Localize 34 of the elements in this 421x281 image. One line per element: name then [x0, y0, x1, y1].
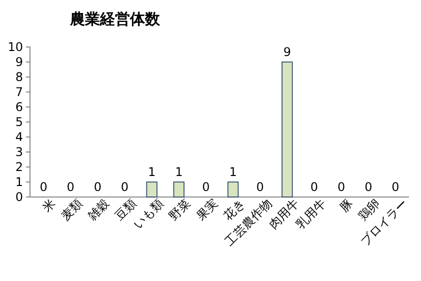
x-tick-label: 野菜: [166, 196, 194, 224]
y-tick-label: 9: [15, 54, 23, 69]
y-tick-label: 7: [15, 84, 23, 99]
y-tick-label: 1: [15, 174, 23, 189]
y-tick-label: 10: [8, 40, 23, 54]
data-label: 0: [310, 180, 318, 194]
y-tick-label: 3: [15, 144, 23, 159]
data-label: 0: [120, 180, 129, 194]
x-tick-label: 雑穀: [85, 196, 112, 224]
y-tick-label: 6: [15, 100, 23, 114]
data-label: 1: [148, 165, 156, 179]
data-label: 0: [364, 180, 372, 194]
x-tick-label: 果実: [194, 196, 220, 224]
data-label: 9: [283, 45, 291, 59]
data-label: 0: [256, 180, 264, 194]
data-label: 1: [175, 165, 183, 179]
data-label: 0: [40, 180, 48, 194]
y-tick-label: 2: [15, 160, 23, 174]
x-tick-label: 麦類: [58, 196, 86, 224]
y-tick-label: 5: [15, 114, 23, 129]
x-tick-label: 鶏卵: [356, 196, 383, 224]
y-tick-label: 8: [15, 70, 23, 84]
chart-title: 農業経営体数: [69, 10, 161, 28]
y-tick-label: 4: [15, 130, 23, 144]
data-label: 0: [202, 180, 210, 194]
data-label: 0: [392, 180, 400, 194]
data-label: 0: [94, 180, 102, 194]
x-tick-label: 豆類: [112, 196, 140, 224]
data-label: 0: [338, 180, 346, 194]
data-label: 1: [229, 165, 237, 179]
x-tick-label: 豚: [337, 196, 356, 215]
y-tick-label: 0: [15, 190, 23, 204]
data-label: 0: [66, 180, 74, 194]
x-tick-label: 米: [40, 196, 58, 215]
